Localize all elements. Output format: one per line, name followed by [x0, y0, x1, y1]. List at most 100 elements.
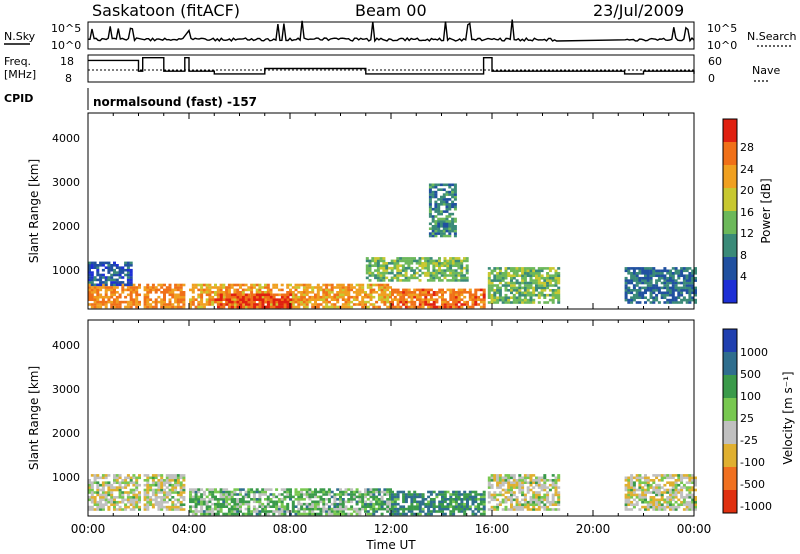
velocity-cell	[660, 503, 664, 506]
velocity-cell	[443, 505, 447, 508]
velocity-cell	[219, 488, 223, 491]
power-cell	[132, 283, 136, 287]
power-cell	[441, 295, 444, 299]
velocity-cell	[627, 491, 631, 494]
velocity-cell	[660, 479, 664, 482]
power-cell	[241, 303, 245, 306]
power-cell	[269, 295, 273, 299]
velocity-cell	[393, 505, 397, 508]
power-cell	[189, 298, 192, 301]
power-cell	[421, 305, 425, 309]
power-cell	[247, 298, 251, 301]
velocity-cell	[660, 491, 664, 494]
velocity-cell	[429, 490, 433, 494]
velocity-cell	[660, 493, 664, 497]
velocity-cell	[308, 498, 312, 501]
power-cell	[429, 288, 433, 292]
power-cell	[154, 300, 158, 304]
power-cell	[330, 298, 334, 301]
noise-search-label: N.Search	[747, 30, 797, 43]
power-cell	[404, 291, 408, 294]
velocity-cell	[413, 507, 417, 511]
velocity-cell	[138, 483, 141, 487]
power-cell	[429, 293, 433, 297]
power-cell	[407, 288, 411, 292]
power-cell	[526, 281, 530, 285]
velocity-cell	[216, 507, 220, 511]
power-cell	[90, 261, 94, 265]
power-cell	[124, 268, 128, 272]
power-cell	[365, 264, 369, 267]
power-cell	[138, 286, 141, 289]
power-cell	[182, 283, 186, 287]
velocity-cell	[474, 498, 478, 501]
power-cell	[366, 286, 370, 289]
velocity-cell	[179, 483, 183, 487]
velocity-cell	[194, 488, 198, 491]
power-cell	[341, 305, 345, 309]
velocity-cell	[383, 490, 387, 494]
power-cell	[407, 279, 411, 282]
power-cell	[674, 281, 678, 285]
velocity-cell	[93, 508, 97, 511]
velocity-cell	[174, 503, 178, 506]
velocity-cell	[277, 512, 281, 516]
velocity-cell	[369, 493, 373, 496]
power-cell	[179, 300, 183, 304]
velocity-cell	[366, 510, 370, 513]
velocity-cell	[546, 498, 550, 502]
velocity-cell	[277, 507, 281, 511]
velocity-cell	[200, 493, 204, 496]
power-ytick-1000: 1000	[52, 264, 80, 277]
power-cell	[333, 298, 337, 301]
power-cell	[113, 305, 116, 309]
power-cell	[660, 281, 664, 285]
velocity-cell	[402, 493, 406, 496]
power-cell	[490, 296, 494, 299]
power-cell	[660, 296, 664, 299]
power-cell	[493, 274, 497, 277]
velocity-cell	[179, 500, 183, 504]
power-cell	[418, 259, 422, 263]
power-cell	[498, 289, 502, 292]
power-cell	[316, 288, 320, 292]
power-cell	[426, 262, 430, 265]
power-cell	[529, 269, 533, 273]
power-cell	[677, 272, 681, 275]
power-cell	[432, 293, 436, 297]
power-cell	[233, 288, 237, 292]
velocity-cell	[627, 486, 631, 489]
power-cell	[521, 286, 525, 290]
velocity-cell	[557, 498, 561, 502]
velocity-cell	[644, 505, 647, 509]
power-cell	[431, 232, 435, 235]
power-cell	[451, 257, 455, 260]
power-cell	[377, 298, 381, 301]
power-cell	[297, 303, 301, 306]
power-cell	[143, 288, 147, 292]
power-cell	[694, 286, 697, 290]
power-cell	[101, 286, 105, 289]
velocity-cell	[233, 510, 237, 513]
power-cell	[457, 288, 461, 292]
power-cell	[90, 286, 94, 289]
velocity-cell	[546, 491, 550, 494]
power-cell	[244, 293, 248, 297]
power-cell	[441, 300, 444, 304]
power-cell	[448, 229, 452, 233]
velocity-cell	[255, 510, 259, 513]
power-cell	[688, 289, 692, 292]
power-cell	[663, 276, 667, 280]
power-cell	[537, 281, 541, 285]
velocity-cell	[115, 503, 119, 506]
power-cell	[129, 291, 133, 294]
velocity-cell	[333, 495, 337, 499]
velocity-cell	[163, 496, 166, 499]
power-cell	[510, 301, 513, 304]
velocity-cell	[504, 505, 508, 509]
power-cell	[171, 295, 175, 299]
power-cbar-tick-20: 20	[740, 184, 754, 197]
power-cell	[557, 281, 561, 285]
power-cell	[453, 203, 457, 206]
velocity-cell	[504, 479, 508, 482]
